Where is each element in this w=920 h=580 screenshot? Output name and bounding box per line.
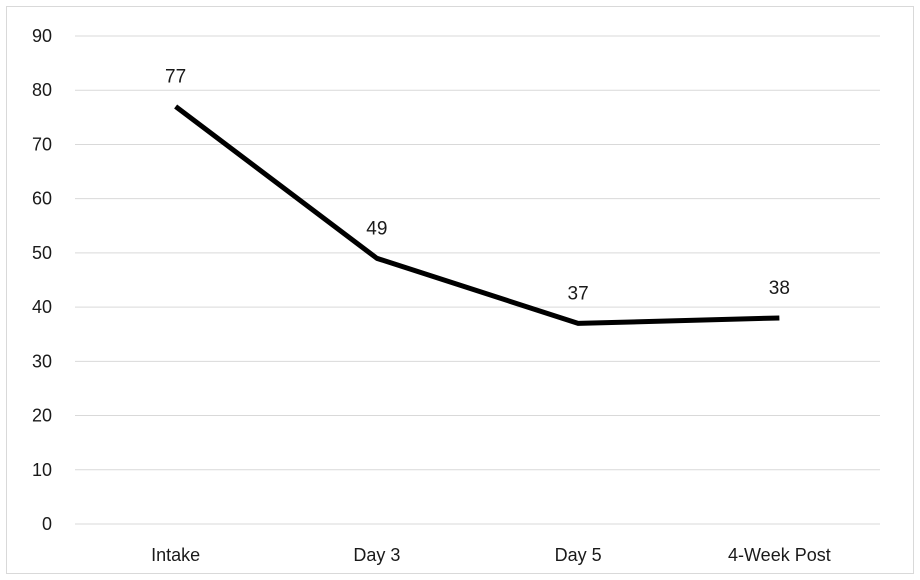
data-label: 38 [769,278,790,299]
y-tick-label: 20 [32,406,52,426]
y-tick-label: 70 [32,134,52,154]
data-label: 49 [366,218,387,239]
y-tick-label: 50 [32,243,52,263]
x-tick-label: Day 3 [353,545,400,565]
gridlines [75,35,880,525]
y-tick-label: 40 [32,297,52,317]
y-tick-label: 90 [32,26,52,46]
x-tick-label: Intake [151,545,200,565]
y-tick-label: 60 [32,189,52,209]
y-tick-label: 10 [32,460,52,480]
chart-frame [6,6,914,574]
data-label: 37 [568,283,589,304]
data-labels: 77 49 37 38 [165,66,790,304]
y-axis-tick-labels: 0 10 20 30 40 50 60 70 80 90 [32,26,52,534]
series [174,104,780,326]
y-tick-label: 80 [32,80,52,100]
data-label: 77 [165,66,186,87]
series-line-0 [174,104,780,326]
x-axis-tick-labels: Intake Day 3 Day 5 4-Week Post [151,545,831,565]
y-tick-label: 0 [42,514,52,534]
x-tick-label: 4-Week Post [728,545,831,565]
x-tick-label: Day 5 [555,545,602,565]
y-tick-label: 30 [32,351,52,371]
